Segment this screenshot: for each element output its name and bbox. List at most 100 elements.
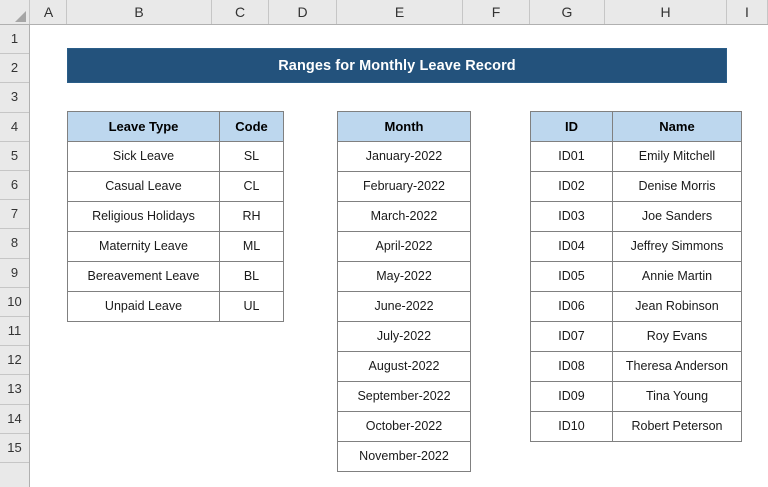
month-cell[interactable]: March-2022 <box>337 200 471 232</box>
leave-type-cell[interactable]: Casual Leave <box>67 170 220 202</box>
leave-type-cell[interactable]: Unpaid Leave <box>67 290 220 322</box>
employee-cell[interactable]: Tina Young <box>612 380 742 412</box>
leave-type-cell[interactable]: Sick Leave <box>67 140 220 172</box>
month-table[interactable]: Month January-2022 February-2022 March-202… <box>337 110 471 472</box>
employee-cell[interactable]: Emily Mitchell <box>612 140 742 172</box>
table-row[interactable]: ID04 Jeffrey Simmons <box>530 230 742 262</box>
month-cell[interactable]: August-2022 <box>337 350 471 382</box>
table-row[interactable]: February-2022 <box>337 170 471 202</box>
row-header-4[interactable]: 4 <box>0 112 29 142</box>
employee-cell[interactable]: Joe Sanders <box>612 200 742 232</box>
table-row[interactable]: April-2022 <box>337 230 471 262</box>
employee-cell[interactable]: Jean Robinson <box>612 290 742 322</box>
row-header-11[interactable]: 11 <box>0 317 29 347</box>
table-row[interactable]: ID10 Robert Peterson <box>530 410 742 442</box>
employee-cell[interactable]: ID08 <box>530 350 613 382</box>
column-header-B[interactable]: B <box>67 0 212 24</box>
column-header-C[interactable]: C <box>212 0 269 24</box>
table-row[interactable]: May-2022 <box>337 260 471 292</box>
row-header-14[interactable]: 14 <box>0 404 29 434</box>
table-row[interactable]: Bereavement Leave BL <box>67 260 284 292</box>
table-row[interactable]: August-2022 <box>337 350 471 382</box>
table-row[interactable]: September-2022 <box>337 380 471 412</box>
row-header-6[interactable]: 6 <box>0 171 29 201</box>
table-row[interactable]: November-2022 <box>337 440 471 472</box>
column-header-I[interactable]: I <box>727 0 768 24</box>
employee-cell[interactable]: ID09 <box>530 380 613 412</box>
row-header-5[interactable]: 5 <box>0 141 29 171</box>
employee-cell[interactable]: Theresa Anderson <box>612 350 742 382</box>
month-cell[interactable]: June-2022 <box>337 290 471 322</box>
column-header-H[interactable]: H <box>605 0 727 24</box>
leave-type-cell[interactable]: UL <box>219 290 284 322</box>
worksheet-body[interactable]: Ranges for Monthly Leave Record Leave Ty… <box>31 25 768 487</box>
row-header-12[interactable]: 12 <box>0 346 29 376</box>
table-row[interactable]: June-2022 <box>337 290 471 322</box>
select-all-triangle-icon[interactable] <box>0 0 30 24</box>
leave-type-cell[interactable]: BL <box>219 260 284 292</box>
employee-cell[interactable]: ID04 <box>530 230 613 262</box>
employee-cell[interactable]: Roy Evans <box>612 320 742 352</box>
table-row[interactable]: ID05 Annie Martin <box>530 260 742 292</box>
employee-cell[interactable]: Annie Martin <box>612 260 742 292</box>
table-row[interactable]: Unpaid Leave UL <box>67 290 284 322</box>
row-header-9[interactable]: 9 <box>0 258 29 288</box>
month-cell[interactable]: February-2022 <box>337 170 471 202</box>
employee-cell[interactable]: ID05 <box>530 260 613 292</box>
row-header-10[interactable]: 10 <box>0 287 29 317</box>
leave-type-cell[interactable]: SL <box>219 140 284 172</box>
leave-type-table[interactable]: Leave Type Code Sick Leave SL Casual Leave… <box>67 110 284 322</box>
row-header-7[interactable]: 7 <box>0 200 29 230</box>
month-cell[interactable]: January-2022 <box>337 140 471 172</box>
table-row[interactable]: ID01 Emily Mitchell <box>530 140 742 172</box>
table-row[interactable]: ID09 Tina Young <box>530 380 742 412</box>
leave-type-cell[interactable]: Religious Holidays <box>67 200 220 232</box>
leave-type-cell[interactable]: Bereavement Leave <box>67 260 220 292</box>
table-row[interactable]: January-2022 <box>337 140 471 172</box>
table-row[interactable]: Maternity Leave ML <box>67 230 284 262</box>
column-header-month: Month <box>337 110 471 142</box>
month-cell[interactable]: July-2022 <box>337 320 471 352</box>
table-row[interactable]: ID02 Denise Morris <box>530 170 742 202</box>
leave-type-cell[interactable]: RH <box>219 200 284 232</box>
row-header-3[interactable]: 3 <box>0 83 29 113</box>
month-cell[interactable]: November-2022 <box>337 440 471 472</box>
table-row[interactable]: July-2022 <box>337 320 471 352</box>
column-header-A[interactable]: A <box>31 0 67 24</box>
column-header-G[interactable]: G <box>530 0 605 24</box>
employee-cell[interactable]: ID01 <box>530 140 613 172</box>
leave-type-cell[interactable]: Maternity Leave <box>67 230 220 262</box>
table-row[interactable]: ID03 Joe Sanders <box>530 200 742 232</box>
table-row[interactable]: Religious Holidays RH <box>67 200 284 232</box>
table-row[interactable]: October-2022 <box>337 410 471 442</box>
row-header-13[interactable]: 13 <box>0 375 29 405</box>
table-row[interactable]: Casual Leave CL <box>67 170 284 202</box>
employee-cell[interactable]: ID02 <box>530 170 613 202</box>
table-row[interactable]: Sick Leave SL <box>67 140 284 172</box>
column-header-E[interactable]: E <box>337 0 463 24</box>
employee-cell[interactable]: Jeffrey Simmons <box>612 230 742 262</box>
leave-type-cell[interactable]: CL <box>219 170 284 202</box>
leave-type-cell[interactable]: ML <box>219 230 284 262</box>
table-row[interactable]: March-2022 <box>337 200 471 232</box>
employee-table[interactable]: ID Name ID01 Emily Mitchell ID02 Denise Mor… <box>530 110 742 442</box>
row-header-1[interactable]: 1 <box>0 25 29 55</box>
month-cell[interactable]: May-2022 <box>337 260 471 292</box>
employee-cell[interactable]: Robert Peterson <box>612 410 742 442</box>
row-header-8[interactable]: 8 <box>0 229 29 259</box>
employee-cell[interactable]: ID10 <box>530 410 613 442</box>
employee-cell[interactable]: ID07 <box>530 320 613 352</box>
employee-cell[interactable]: ID06 <box>530 290 613 322</box>
table-row[interactable]: ID08 Theresa Anderson <box>530 350 742 382</box>
month-cell[interactable]: September-2022 <box>337 380 471 412</box>
column-header-F[interactable]: F <box>463 0 530 24</box>
employee-cell[interactable]: Denise Morris <box>612 170 742 202</box>
column-header-D[interactable]: D <box>269 0 337 24</box>
month-cell[interactable]: October-2022 <box>337 410 471 442</box>
table-row[interactable]: ID07 Roy Evans <box>530 320 742 352</box>
table-row[interactable]: ID06 Jean Robinson <box>530 290 742 322</box>
month-cell[interactable]: April-2022 <box>337 230 471 262</box>
row-header-15[interactable]: 15 <box>0 433 29 463</box>
employee-cell[interactable]: ID03 <box>530 200 613 232</box>
row-header-2[interactable]: 2 <box>0 54 29 84</box>
